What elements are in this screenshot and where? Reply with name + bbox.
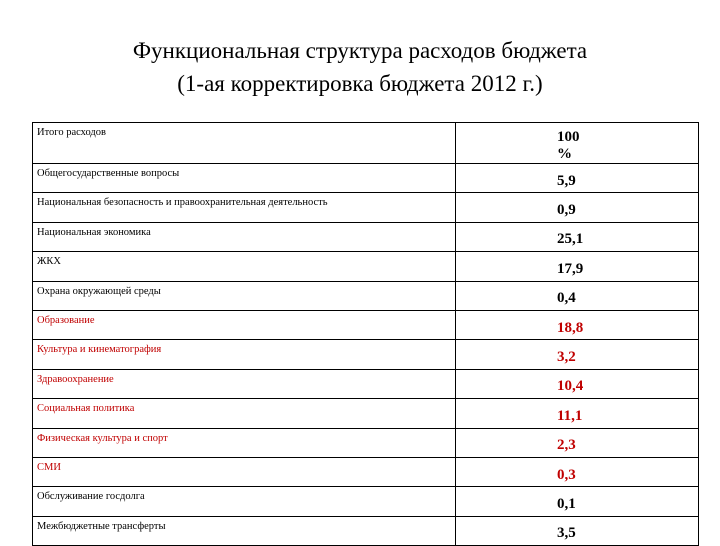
category-name-cell: Социальная политика xyxy=(32,398,456,429)
share-value-cell: 5,9 xyxy=(455,162,699,194)
table-row: Межбюджетные трансферты 3,5 xyxy=(32,515,699,546)
table-row: Образование 18,8 xyxy=(32,309,699,341)
table-row: Культура и кинематография 3,2 xyxy=(32,339,699,370)
table-row: Социальная политика 11,1 xyxy=(32,398,699,429)
category-name-cell: Охрана окружающей среды xyxy=(32,280,456,311)
share-value-cell: 0,4 xyxy=(455,280,699,311)
budget-table: Итого расходов 100 % Общегосударственные в… xyxy=(32,122,699,546)
category-name-cell: Национальная экономика xyxy=(32,221,456,253)
table-row: Здравоохранение 10,4 xyxy=(32,368,699,400)
category-name-cell: Физическая культура и спорт xyxy=(32,427,456,458)
table-row: Национальная экономика 25,1 xyxy=(32,221,699,253)
category-name-cell: ЖКХ xyxy=(32,251,456,282)
share-value: 5,9 xyxy=(557,172,576,189)
category-name-cell: Обслуживание госдолга xyxy=(32,486,456,517)
share-value-cell: 0,9 xyxy=(455,192,699,223)
table-row: Обслуживание госдолга 0,1 xyxy=(32,486,699,517)
share-value-cell: 10,4 xyxy=(455,368,699,400)
share-value-cell: 0,3 xyxy=(455,456,699,488)
budget-table-body: Итого расходов 100 % Общегосударственные в… xyxy=(32,122,699,546)
category-name-cell: Общегосударственные вопросы xyxy=(32,162,456,194)
category-name-cell: Национальная безопасность и правоохранит… xyxy=(32,192,456,223)
share-value-cell: 3,5 xyxy=(455,515,699,546)
page-title: Функциональная структура расходов бюджет… xyxy=(0,34,720,100)
table-row: Национальная безопасность и правоохранит… xyxy=(32,192,699,223)
category-name-cell: Здравоохранение xyxy=(32,368,456,400)
table-row: ЖКХ 17,9 xyxy=(32,251,699,282)
title-line-2: (1-ая корректировка бюджета 2012 г.) xyxy=(177,71,543,96)
share-value: 0,3 xyxy=(557,466,576,483)
table-row: Физическая культура и спорт 2,3 xyxy=(32,427,699,458)
title-line-1: Функциональная структура расходов бюджет… xyxy=(132,38,588,63)
share-value: 25,1 xyxy=(557,231,584,248)
share-value-cell: 17,9 xyxy=(455,251,699,282)
share-value: 3,2 xyxy=(557,349,576,366)
share-value: 10,4 xyxy=(557,378,584,395)
share-value: 100 % xyxy=(557,129,580,162)
share-value-cell: 0,1 xyxy=(455,486,699,517)
share-value: 18,8 xyxy=(557,319,584,336)
table-row: Охрана окружающей среды 0,4 xyxy=(32,280,699,311)
share-value-cell: 100 % xyxy=(455,122,699,164)
share-value: 0,1 xyxy=(557,495,576,512)
share-value-cell: 3,2 xyxy=(455,339,699,370)
category-name-cell: СМИ xyxy=(32,456,456,488)
share-value-cell: 2,3 xyxy=(455,427,699,458)
share-value: 0,9 xyxy=(557,202,576,219)
share-value: 2,3 xyxy=(557,437,576,454)
table-row: Общегосударственные вопросы 5,9 xyxy=(32,162,699,194)
share-value: 0,4 xyxy=(557,290,576,307)
category-name-cell: Итого расходов xyxy=(32,122,456,164)
share-value: 3,5 xyxy=(557,525,576,542)
category-name-cell: Образование xyxy=(32,309,456,341)
share-value: 17,9 xyxy=(557,260,584,277)
category-name-cell: Культура и кинематография xyxy=(32,339,456,370)
share-value-cell: 25,1 xyxy=(455,221,699,253)
share-value-cell: 11,1 xyxy=(455,398,699,429)
table-row: СМИ 0,3 xyxy=(32,456,699,488)
table-row: Итого расходов 100 % xyxy=(32,122,699,164)
share-value-cell: 18,8 xyxy=(455,309,699,341)
category-name-cell: Межбюджетные трансферты xyxy=(32,515,456,546)
share-value: 11,1 xyxy=(557,407,583,424)
